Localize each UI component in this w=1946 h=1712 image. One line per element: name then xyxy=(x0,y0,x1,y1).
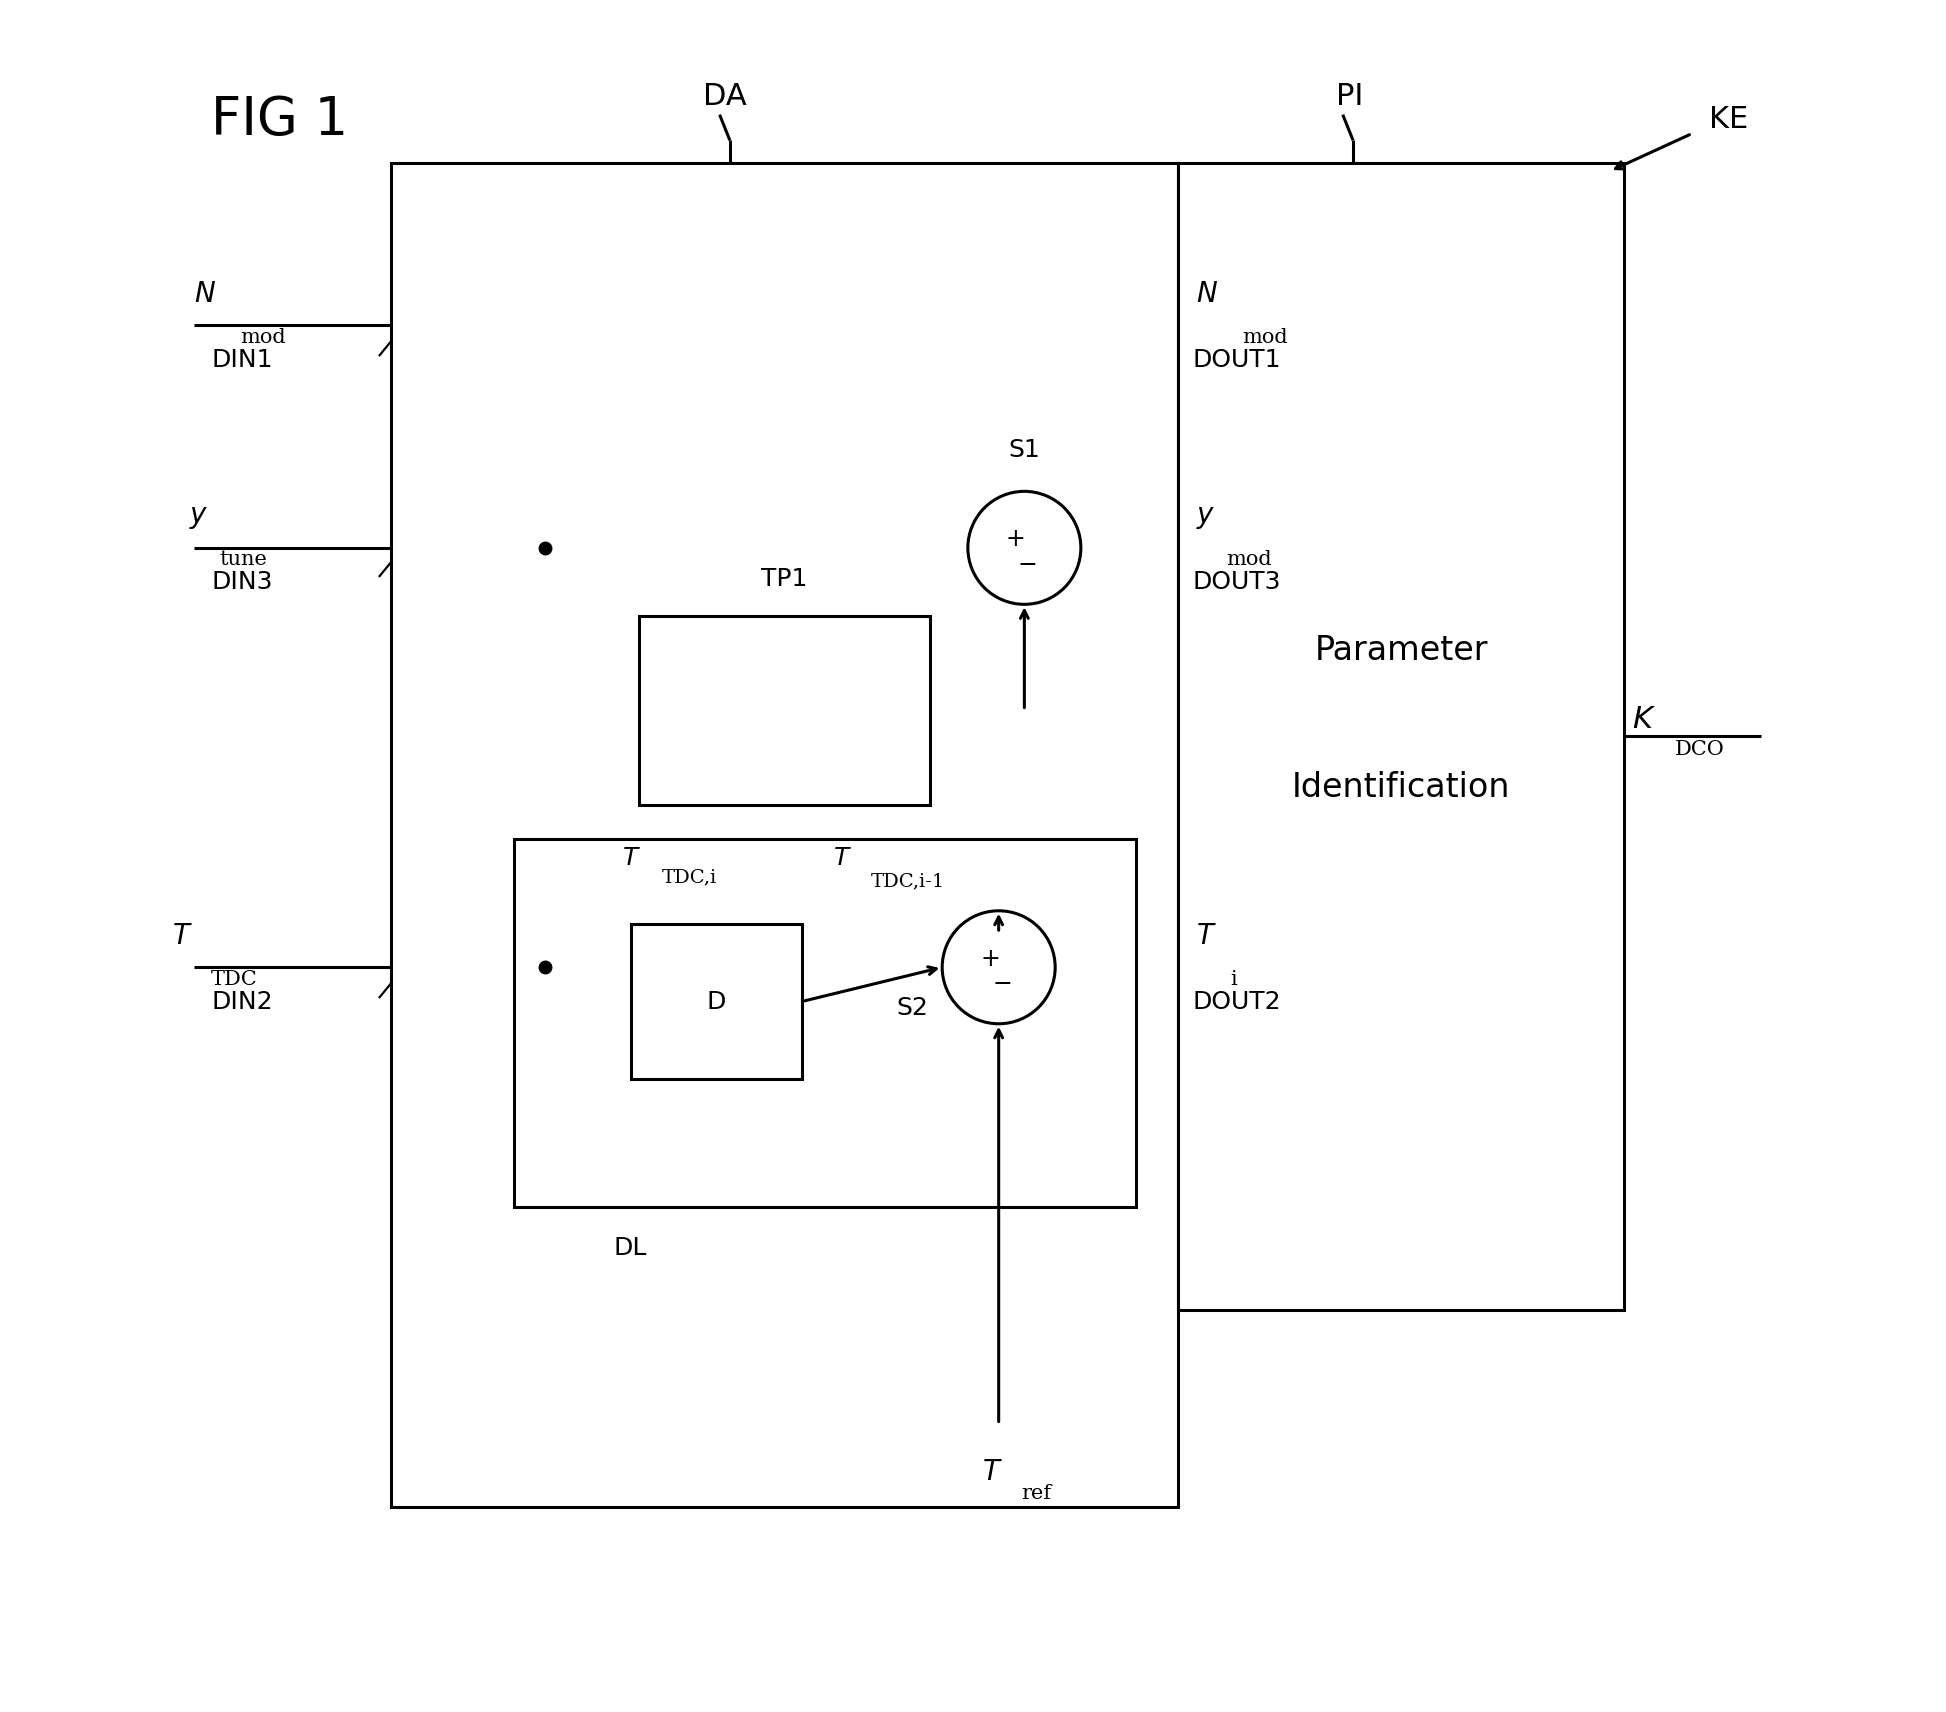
Text: −: − xyxy=(992,972,1012,996)
Text: $y$: $y$ xyxy=(1195,503,1214,531)
Text: +: + xyxy=(981,947,1000,971)
Text: DOUT2: DOUT2 xyxy=(1193,990,1280,1014)
Text: DCO: DCO xyxy=(1676,740,1724,760)
Text: FIG 1: FIG 1 xyxy=(212,94,348,146)
Text: S1: S1 xyxy=(1008,438,1041,462)
Bar xyxy=(631,924,802,1079)
Bar xyxy=(638,616,930,805)
Text: $T$: $T$ xyxy=(981,1459,1002,1486)
Text: DL: DL xyxy=(613,1236,646,1260)
Text: TP1: TP1 xyxy=(761,567,808,591)
Text: S2: S2 xyxy=(895,996,928,1020)
Text: $y$: $y$ xyxy=(189,503,208,531)
Text: mod: mod xyxy=(239,327,286,348)
Text: −: − xyxy=(1018,553,1037,577)
Text: TDC,i-1: TDC,i-1 xyxy=(870,871,944,890)
Text: DIN3: DIN3 xyxy=(212,570,272,594)
Text: mod: mod xyxy=(1242,327,1288,348)
Text: $K$: $K$ xyxy=(1633,704,1656,734)
Text: Identification: Identification xyxy=(1292,770,1510,805)
Text: TDC: TDC xyxy=(212,969,259,990)
Text: PI: PI xyxy=(1337,82,1364,111)
Text: tune: tune xyxy=(220,550,269,570)
Text: $N$: $N$ xyxy=(195,281,216,308)
Text: $T$: $T$ xyxy=(833,847,852,870)
Text: $N$: $N$ xyxy=(1195,281,1218,308)
Text: DIN1: DIN1 xyxy=(212,348,272,372)
Text: TDC,i: TDC,i xyxy=(662,868,716,887)
Text: DOUT1: DOUT1 xyxy=(1193,348,1280,372)
Text: +: + xyxy=(1006,527,1026,551)
Bar xyxy=(514,839,1136,1207)
Text: $T$: $T$ xyxy=(623,847,640,870)
Text: DOUT3: DOUT3 xyxy=(1193,570,1280,594)
Text: mod: mod xyxy=(1226,550,1273,570)
Bar xyxy=(1179,163,1623,1310)
Text: $T$: $T$ xyxy=(171,923,193,950)
Text: KE: KE xyxy=(1709,106,1748,134)
Text: $T$: $T$ xyxy=(1195,923,1216,950)
Text: Parameter: Parameter xyxy=(1314,633,1489,668)
Bar xyxy=(391,163,1179,1507)
Text: D: D xyxy=(706,990,726,1014)
Text: DA: DA xyxy=(703,82,747,111)
Text: DIN2: DIN2 xyxy=(212,990,272,1014)
Text: i: i xyxy=(1230,969,1236,990)
Text: ref: ref xyxy=(1022,1484,1051,1503)
